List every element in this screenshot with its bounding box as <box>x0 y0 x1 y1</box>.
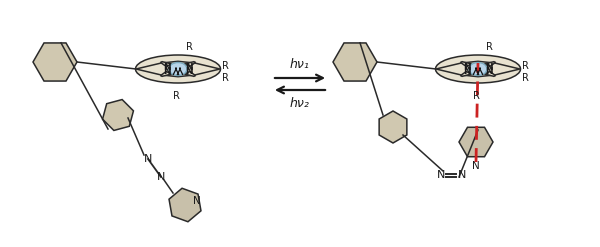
Polygon shape <box>484 72 496 76</box>
Text: R: R <box>186 42 193 52</box>
Text: N: N <box>185 67 193 77</box>
Text: N: N <box>193 196 201 206</box>
Text: N: N <box>485 62 493 71</box>
Polygon shape <box>184 62 196 66</box>
Text: N: N <box>437 170 445 180</box>
Polygon shape <box>484 62 496 66</box>
Polygon shape <box>436 61 520 77</box>
Ellipse shape <box>136 55 221 83</box>
Text: R: R <box>522 73 529 83</box>
Text: N: N <box>163 67 171 77</box>
Polygon shape <box>333 43 377 81</box>
Text: R: R <box>222 61 229 71</box>
Text: N: N <box>472 161 480 171</box>
Polygon shape <box>169 188 201 222</box>
Text: N: N <box>463 62 471 71</box>
Polygon shape <box>184 72 196 76</box>
Text: hν₂: hν₂ <box>290 97 310 110</box>
Text: R: R <box>486 42 493 52</box>
Polygon shape <box>379 111 407 143</box>
Polygon shape <box>459 127 493 157</box>
Polygon shape <box>160 62 172 66</box>
Text: N: N <box>144 154 152 164</box>
Ellipse shape <box>169 62 187 76</box>
Text: R: R <box>522 61 529 71</box>
Ellipse shape <box>469 62 487 76</box>
Polygon shape <box>33 43 77 81</box>
Text: R: R <box>222 73 229 83</box>
Text: N: N <box>163 62 171 71</box>
Polygon shape <box>136 61 220 77</box>
Polygon shape <box>103 100 133 130</box>
Text: N: N <box>485 67 493 77</box>
Polygon shape <box>160 72 172 76</box>
Ellipse shape <box>436 55 521 83</box>
Text: N: N <box>463 67 471 77</box>
Text: hν₁: hν₁ <box>290 58 310 71</box>
Text: R: R <box>173 91 179 101</box>
Text: R: R <box>473 91 479 101</box>
Polygon shape <box>460 62 472 66</box>
Polygon shape <box>460 72 472 76</box>
Text: N: N <box>458 170 466 180</box>
Text: N: N <box>157 172 165 182</box>
Text: N: N <box>185 62 193 71</box>
